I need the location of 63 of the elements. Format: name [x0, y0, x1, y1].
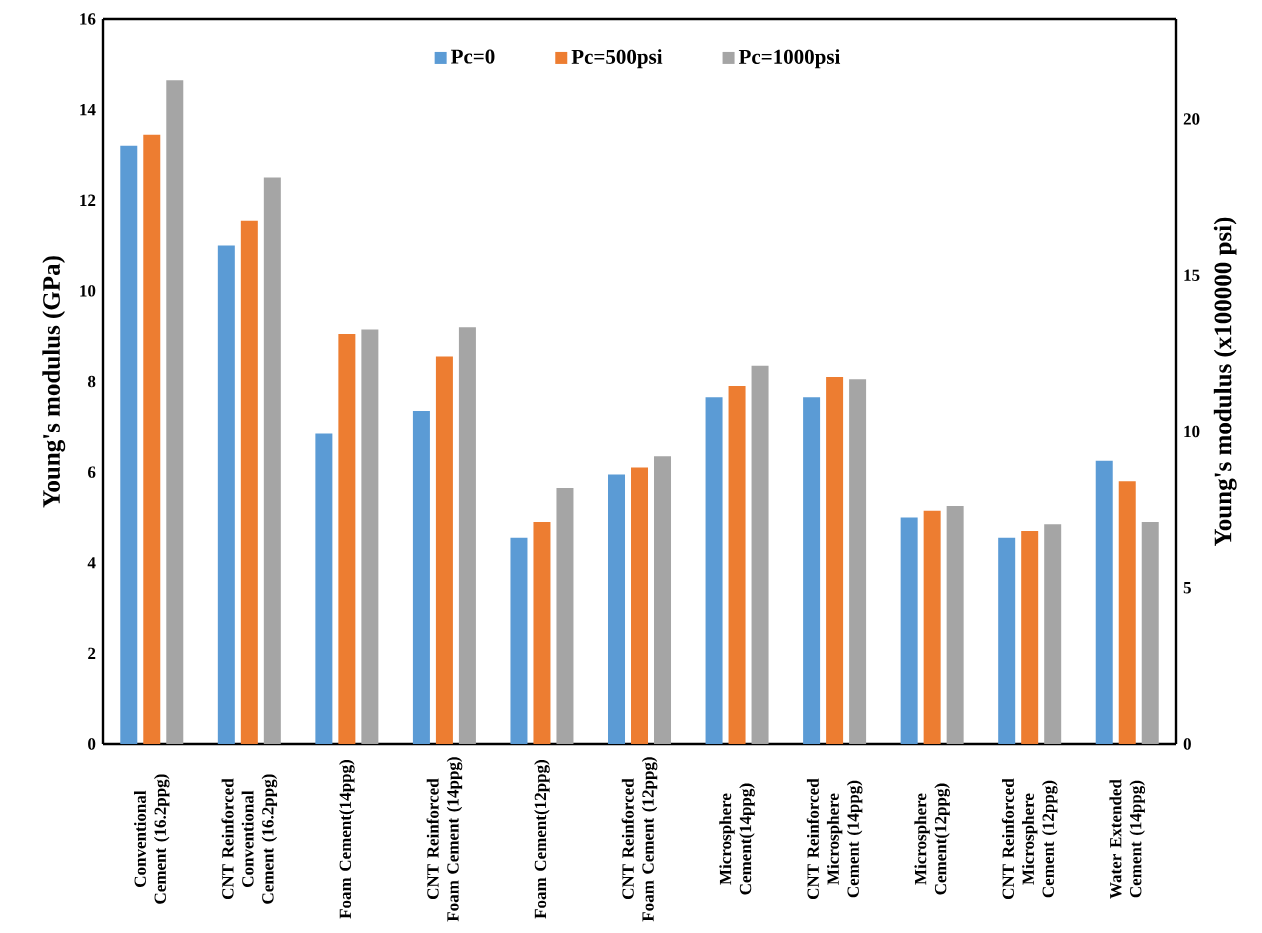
legend-label: Pc=1000psi	[738, 49, 841, 69]
legend-label: Pc=0	[450, 49, 495, 64]
bar	[435, 356, 453, 744]
y2-tick-label: 0	[1183, 738, 1191, 750]
y-tick-label: 8	[88, 375, 96, 388]
bar	[1118, 481, 1136, 744]
y-tick-label: 2	[88, 647, 96, 660]
bar	[361, 329, 379, 744]
y-tick-label: 0	[88, 738, 96, 750]
bar	[998, 537, 1016, 744]
bar	[608, 474, 626, 744]
bar	[826, 376, 844, 744]
bar	[240, 220, 258, 744]
bar	[217, 245, 235, 744]
x-tick-label: Foam Cement(12ppg)	[534, 760, 550, 919]
y-tick-label: 14	[80, 104, 96, 116]
bar	[315, 433, 333, 744]
y2-axis-title: Young's modulus (x100000 psi)	[1213, 217, 1237, 547]
y-axis-title: Young's modulus (GPa)	[42, 256, 66, 508]
bar	[143, 134, 161, 744]
bar	[654, 456, 672, 744]
x-tick-label: CNT Reinforced Microsphere Cement (12ppg)	[1001, 778, 1058, 900]
bar	[458, 327, 476, 744]
bar	[1095, 460, 1113, 744]
x-tick-label: Microsphere Cement(12ppg)	[914, 783, 950, 895]
x-tick-label: Foam Cement(14ppg)	[339, 760, 355, 919]
bar	[510, 537, 528, 744]
bar	[900, 517, 918, 744]
y2-tick-label: 5	[1183, 582, 1191, 594]
y-tick-label: 4	[87, 557, 96, 569]
bar	[556, 487, 574, 744]
bar	[412, 410, 430, 744]
bar	[1021, 531, 1039, 744]
bar	[849, 379, 867, 744]
bar	[1044, 524, 1062, 744]
bar	[263, 177, 281, 744]
y2-tick-label: 20	[1183, 113, 1200, 125]
bar	[705, 397, 723, 744]
bar	[1141, 521, 1159, 744]
bar	[751, 365, 769, 744]
x-tick-label: Microsphere Cement(14ppg)	[719, 783, 755, 895]
legend-label: Pc=500psi	[571, 49, 663, 69]
y-tick-label: 6	[88, 466, 96, 478]
x-tick-label: CNT Reinforced Foam Cement (14ppg)	[426, 757, 463, 922]
bar	[120, 145, 138, 744]
bar	[728, 386, 746, 744]
y-tick-label: 12	[80, 194, 96, 206]
x-tick-label: CNT Reinforced Foam Cement (12ppg)	[621, 757, 658, 922]
bar	[166, 80, 184, 744]
bar	[338, 333, 356, 744]
bar	[803, 397, 821, 744]
bar	[631, 467, 649, 744]
bar	[533, 521, 551, 744]
x-tick-label: CNT Reinforced Conventional Cement (16.2ppg)	[221, 774, 278, 904]
bar	[946, 506, 964, 744]
x-tick-label: Conventional Cement (16.2ppg)	[134, 774, 170, 904]
y-tick-label: 10	[80, 285, 96, 297]
x-tick-label: CNT Reinforced Microsphere Cement (14ppg)	[806, 778, 863, 900]
y2-tick-label: 10	[1184, 425, 1200, 438]
y-tick-label: 16	[80, 13, 96, 25]
bar	[923, 510, 941, 744]
y2-tick-label: 15	[1184, 269, 1200, 281]
x-tick-label: Water Extended Cement (14ppg)	[1109, 779, 1146, 899]
